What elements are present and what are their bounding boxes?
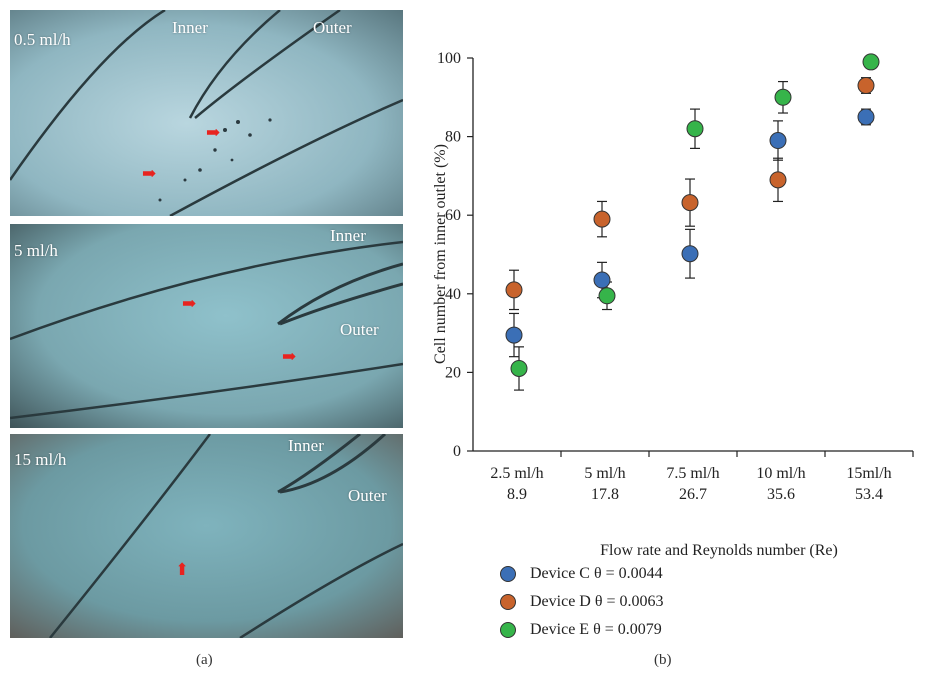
data-point	[774, 88, 792, 106]
axes: 0 20 40 60 80 100 2.5 ml/h 8.9 5 ml/h 17.8 7.5 ml/…	[437, 50, 914, 503]
legend-label: Device D θ = 0.0063	[530, 593, 664, 610]
legend-marker-icon	[500, 594, 516, 610]
data-point	[510, 359, 528, 377]
data-point	[593, 271, 611, 289]
inner-label: Inner	[172, 18, 208, 37]
data-point	[505, 326, 523, 344]
outer-label: Outer	[348, 486, 387, 505]
y-tick-label: 20	[445, 364, 461, 381]
inner-label: Inner	[330, 226, 366, 245]
legend-item-device-e: Device E θ = 0.0079	[500, 618, 662, 642]
y-tick-label: 100	[437, 50, 461, 67]
x-tick-label: 5 ml/h	[584, 465, 625, 482]
micrograph-image	[10, 224, 403, 428]
data-point	[769, 132, 787, 150]
cell-distribution-chart: 0 20 40 60 80 100 2.5 ml/h 8.9 5 ml/h 17.8 7.5 ml/…	[432, 50, 914, 559]
data-point	[593, 210, 611, 228]
y-tick-label: 40	[445, 286, 461, 303]
data-point	[857, 77, 875, 95]
flow-rate-label: 15 ml/h	[14, 450, 67, 469]
x-tick-label: 8.9	[507, 486, 527, 503]
x-tick-label: 10 ml/h	[756, 465, 805, 482]
y-axis-label: Cell number from inner outlet (%)	[432, 144, 449, 364]
micrograph-15: 15 ml/h Inner Outer ⬆	[10, 434, 403, 638]
x-tick-label: 2.5 ml/h	[490, 465, 543, 482]
data-point	[862, 53, 880, 71]
data-point	[681, 245, 699, 263]
outer-label: Outer	[340, 320, 379, 339]
y-tick-label: 60	[445, 207, 461, 224]
data-point	[505, 281, 523, 299]
red-arrow-icon: ➡	[206, 123, 221, 142]
micrograph-5: 5 ml/h Inner Outer ➡ ➡	[10, 224, 403, 428]
panel-a-caption: (a)	[196, 652, 213, 668]
x-tick-label: 17.8	[591, 486, 619, 503]
legend-label: Device C θ = 0.0044	[530, 565, 663, 582]
micrograph-image	[10, 434, 403, 638]
x-tick-label: 26.7	[679, 486, 707, 503]
red-arrow-icon: ➡	[182, 294, 197, 313]
x-tick-label: 15ml/h	[846, 465, 891, 482]
legend-marker-icon	[500, 622, 516, 638]
legend-marker-icon	[500, 566, 516, 582]
flow-rate-label: 0.5 ml/h	[14, 30, 71, 49]
data-point	[769, 171, 787, 189]
outer-label: Outer	[313, 18, 352, 37]
micrograph-image	[10, 10, 403, 216]
data-point	[681, 194, 699, 212]
micrograph-0-5: 0.5 ml/h Inner Outer ➡ ➡	[10, 10, 403, 216]
data-point	[598, 287, 616, 305]
x-tick-label: 53.4	[855, 486, 883, 503]
red-arrow-icon: ➡	[282, 347, 297, 366]
red-arrow-icon: ⬆	[175, 560, 190, 579]
flow-rate-label: 5 ml/h	[14, 241, 58, 260]
x-axis-label: Flow rate and Reynolds number (Re)	[600, 542, 838, 559]
legend-item-device-c: Device C θ = 0.0044	[500, 562, 663, 586]
x-tick-label: 35.6	[767, 486, 795, 503]
data-point	[857, 108, 875, 126]
y-tick-label: 80	[445, 129, 461, 146]
x-tick-label: 7.5 ml/h	[666, 465, 719, 482]
panel-b-caption: (b)	[654, 652, 672, 668]
legend-label: Device E θ = 0.0079	[530, 621, 662, 638]
data-point	[686, 120, 704, 138]
inner-label: Inner	[288, 436, 324, 455]
panel-a: 0.5 ml/h Inner Outer ➡ ➡ 5 ml/h Inner Ou…	[0, 0, 410, 673]
red-arrow-icon: ➡	[142, 164, 157, 183]
legend-item-device-d: Device D θ = 0.0063	[500, 590, 664, 614]
data-marks	[505, 53, 880, 391]
y-tick-label: 0	[453, 443, 461, 460]
